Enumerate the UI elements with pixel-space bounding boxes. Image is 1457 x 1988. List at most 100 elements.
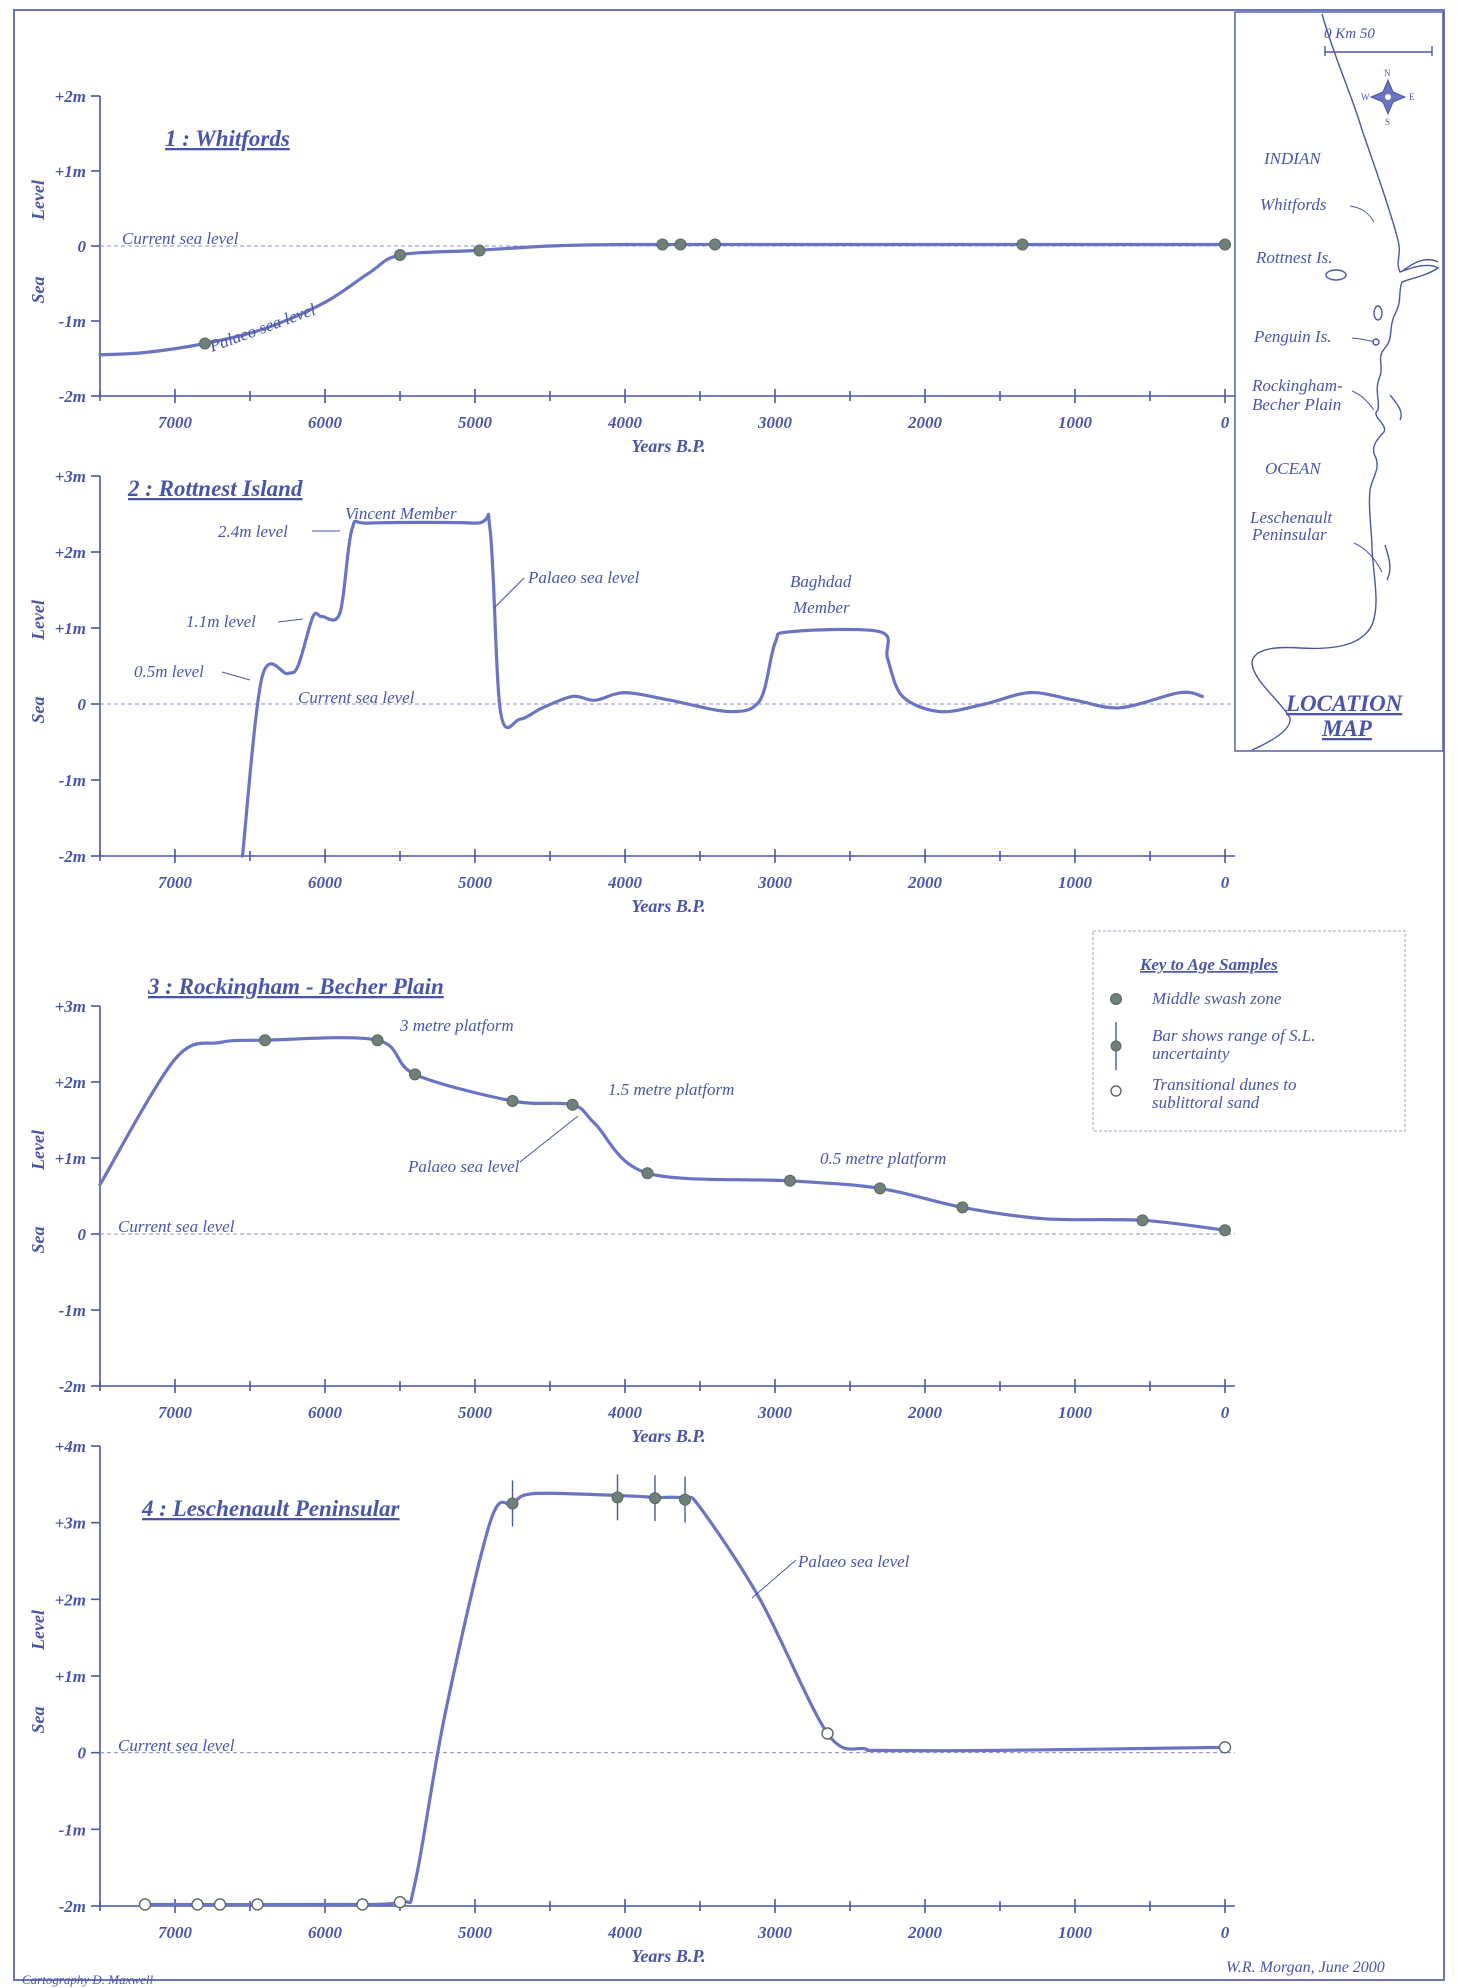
sample-point-middle: [1220, 1225, 1231, 1236]
annotation-1-1m-level: 1.1m level: [186, 612, 256, 631]
y-tick-label: 0: [78, 695, 87, 714]
x-axis-title: Years B.P.: [631, 896, 705, 916]
y-tick-label: +2m: [55, 1590, 86, 1609]
sample-point-dune: [140, 1899, 151, 1910]
sample-point-middle: [875, 1183, 886, 1194]
sample-point-dune: [252, 1899, 263, 1910]
x-tick-label: 6000: [308, 1923, 343, 1942]
x-tick-label: 7000: [158, 1403, 193, 1422]
palaeo-label-leader: [494, 578, 524, 608]
x-tick-label: 5000: [458, 413, 493, 432]
compass-n: N: [1384, 68, 1391, 78]
compass-s: S: [1385, 117, 1390, 127]
map-label-whitfords: Whitfords: [1260, 195, 1327, 214]
y-tick-label: +2m: [55, 543, 86, 562]
y-tick-label: -1m: [59, 1301, 86, 1320]
sample-point-middle: [410, 1069, 421, 1080]
y-tick-label: +3m: [55, 997, 86, 1016]
y-axis-title-word-2: Level: [28, 1130, 48, 1171]
y-axis-title-word-2: Level: [28, 180, 48, 221]
x-tick-label: 4000: [607, 1403, 643, 1422]
compass-w: W: [1361, 92, 1370, 102]
rockingham-annotations: 3 metre platform 1.5 metre platform 0.5 …: [399, 1016, 946, 1168]
y-tick-label: 0: [78, 237, 87, 256]
sample-point-middle: [567, 1099, 578, 1110]
key-item-2-line-1: Bar shows range of S.L.: [1152, 1026, 1315, 1045]
y-tick-label: +2m: [55, 1073, 86, 1092]
sample-point-dune: [395, 1897, 406, 1908]
key-item-2-line-2: uncertainty: [1152, 1044, 1230, 1063]
x-tick-label: 0: [1221, 1923, 1230, 1942]
palaeo-sea-level-curve: [243, 514, 1203, 856]
x-tick-label: 4000: [607, 1923, 643, 1942]
x-tick-label: 6000: [308, 1403, 343, 1422]
annotation-member: Member: [792, 598, 850, 617]
sample-point-dune: [192, 1899, 203, 1910]
y-axis-title-word-1: Sea: [28, 697, 48, 724]
rottnest-island-shape: [1326, 270, 1346, 280]
y-tick-label: -1m: [59, 312, 86, 331]
palaeo-sea-level-curve: [100, 1038, 1225, 1231]
palaeo-label-leader: [520, 1116, 578, 1162]
x-tick-label: 7000: [158, 873, 193, 892]
y-axis-title-word-2: Level: [28, 1610, 48, 1651]
current-sea-level-label: Current sea level: [118, 1736, 235, 1755]
key-dune-marker: [1111, 1086, 1121, 1096]
sample-point-bar: [680, 1494, 691, 1505]
annotation-0-5-metre-platform: 0.5 metre platform: [820, 1149, 946, 1168]
sample-point-dune: [357, 1899, 368, 1910]
sample-point-middle: [260, 1035, 271, 1046]
y-tick-label: -1m: [59, 771, 86, 790]
key-bar-marker: [1111, 1041, 1121, 1051]
panel-title: 4 : Leschenault Peninsular: [141, 1496, 401, 1521]
sample-point-middle: [957, 1202, 968, 1213]
palaeo-label-leader: [752, 1560, 796, 1598]
y-tick-label: +1m: [55, 619, 86, 638]
map-label-indian: INDIAN: [1263, 149, 1322, 168]
panel-whitfords: 7000 6000 5000 4000 3000 2000 1000 0Years B.P.+…: [28, 87, 1235, 456]
current-sea-level-label: Current sea level: [122, 229, 239, 248]
x-tick-label: 0: [1221, 873, 1230, 892]
map-label-ocean: OCEAN: [1265, 459, 1322, 478]
key-title: Key to Age Samples: [1139, 955, 1278, 974]
sample-point-middle: [507, 1096, 518, 1107]
x-axis-title: Years B.P.: [631, 1946, 705, 1966]
sample-point-middle: [1220, 239, 1231, 250]
y-tick-label: +1m: [55, 162, 86, 181]
x-tick-label: 4000: [607, 873, 643, 892]
x-tick-label: 2000: [907, 873, 943, 892]
x-tick-label: 1000: [1058, 1403, 1093, 1422]
sample-point-middle: [785, 1175, 796, 1186]
y-axis-title-word-2: Level: [28, 600, 48, 641]
map-title-location: LOCATION: [1285, 691, 1404, 716]
palaeo-sea-level-label: Palaeo sea level: [206, 300, 318, 356]
map-scale-label: 0 Km 50: [1324, 26, 1375, 42]
x-tick-label: 3000: [757, 873, 793, 892]
x-tick-label: 1000: [1058, 413, 1093, 432]
sample-point-middle: [372, 1035, 383, 1046]
map-label-rottnest: Rottnest Is.: [1255, 248, 1333, 267]
annotation-0-5m-level: 0.5m level: [134, 662, 204, 681]
x-tick-label: 0: [1221, 1403, 1230, 1422]
current-sea-level-label: Current sea level: [118, 1217, 235, 1236]
map-title-map: MAP: [1321, 716, 1373, 741]
y-axis-title-word-1: Sea: [28, 277, 48, 304]
garden-island-shape: [1374, 306, 1382, 320]
location-map: 0 Km 50 N S E W INDIAN Whitfords Rottnes…: [1235, 12, 1443, 751]
sample-point-bar: [507, 1498, 518, 1509]
x-tick-label: 1000: [1058, 873, 1093, 892]
x-tick-label: 7000: [158, 1923, 193, 1942]
x-tick-label: 6000: [308, 413, 343, 432]
y-tick-label: +4m: [55, 1437, 86, 1456]
palaeo-sea-level-curve: [100, 244, 1225, 354]
sample-point-middle: [675, 239, 686, 250]
x-axis-title: Years B.P.: [631, 1426, 705, 1446]
sample-point-middle: [1137, 1215, 1148, 1226]
key-middle-swash-marker: [1111, 994, 1122, 1005]
y-tick-label: -2m: [59, 1897, 86, 1916]
x-tick-label: 4000: [607, 413, 643, 432]
y-tick-label: +3m: [55, 467, 86, 486]
panel-rottnest-island: 7000 6000 5000 4000 3000 2000 1000 0 Years B.P. +…: [28, 467, 1235, 916]
x-tick-label: 3000: [757, 1923, 793, 1942]
y-tick-label: -2m: [59, 387, 86, 406]
